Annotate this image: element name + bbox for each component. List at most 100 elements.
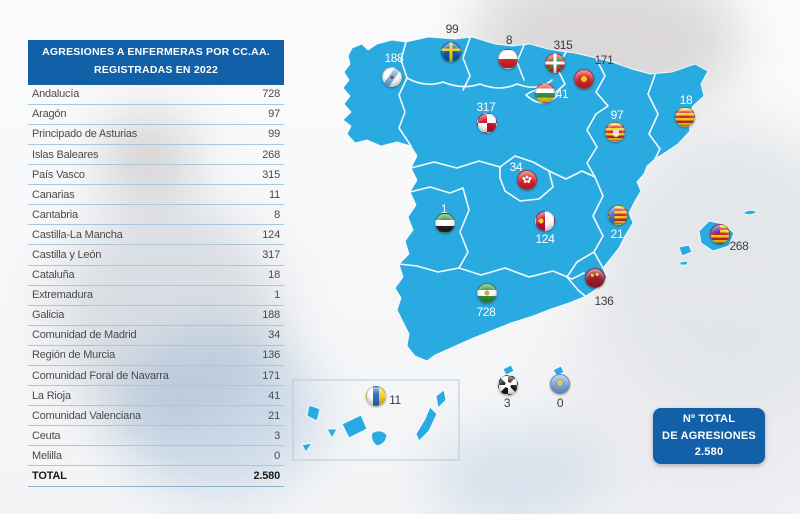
- region-name: Comunidad Valenciana: [32, 409, 141, 422]
- region-name: Comunidad Foral de Navarra: [32, 369, 169, 382]
- ceuta-shape: [502, 364, 515, 376]
- region-name: Galicia: [32, 309, 65, 322]
- region-name: Cataluña: [32, 269, 75, 282]
- marker-value: 97: [610, 108, 624, 122]
- region-value: 11: [268, 188, 280, 201]
- flag-extremadura-icon: [435, 213, 455, 233]
- background-photo-blob: [100, 110, 195, 205]
- flag-paisvasco-icon: [545, 53, 565, 73]
- table-row: Principado de Asturias 99: [28, 125, 284, 145]
- background-photo-blob: [115, 330, 320, 495]
- marker-value: 11: [389, 393, 401, 407]
- table-title-line2: REGISTRADAS EN 2022: [93, 63, 218, 76]
- region-name: País Vasco: [32, 168, 85, 181]
- table-row: Castilla y León 317: [28, 245, 284, 266]
- table-title-line1: AGRESIONES A ENFERMERAS POR CC.AA.: [42, 46, 270, 58]
- flag-andalucia-icon: [477, 283, 497, 303]
- region-value: 171: [262, 369, 280, 382]
- region-name: Principado de Asturias: [32, 128, 138, 141]
- marker-value: 99: [445, 22, 459, 36]
- table-total-row: TOTAL 2.580: [28, 466, 284, 487]
- region-name: Región de Murcia: [32, 349, 116, 362]
- marker-value: 8: [505, 33, 513, 47]
- marker-value: 3: [503, 396, 511, 410]
- table-row: Andalucía 728: [28, 85, 284, 105]
- region-value: 188: [262, 309, 280, 322]
- region-value: 124: [262, 228, 280, 241]
- flag-valenciana-icon: [608, 205, 628, 225]
- region-value: 34: [268, 329, 280, 342]
- region-name: Canarias: [32, 188, 75, 201]
- table-row: Ceuta 3: [28, 426, 284, 447]
- region-value: 317: [262, 248, 280, 261]
- table-row: Aragón 97: [28, 105, 284, 125]
- region-name: Castilla-La Mancha: [32, 228, 123, 241]
- table-row: Islas Baleares 268: [28, 145, 284, 166]
- region-value: 136: [262, 349, 280, 362]
- flag-castillayleon-icon: [477, 113, 497, 133]
- total-box-line2: DE AGRESIONES: [662, 429, 756, 442]
- total-box-line1: Nº TOTAL: [682, 413, 736, 426]
- region-value: 268: [262, 148, 280, 161]
- marker-value: 188: [384, 51, 404, 65]
- total-value: 2.580: [253, 470, 280, 483]
- marker-value: 136: [594, 294, 614, 308]
- region-value: 8: [274, 208, 280, 221]
- region-name: Comunidad de Madrid: [32, 329, 137, 342]
- marker-value: 171: [594, 53, 614, 67]
- marker-value: 268: [729, 239, 749, 253]
- table-row: La Rioja 41: [28, 386, 284, 407]
- canary-islands-shapes: [301, 389, 447, 453]
- table-row: País Vasco 315: [28, 165, 284, 186]
- canary-islands-box: [292, 379, 460, 461]
- region-name: Andalucía: [32, 88, 80, 101]
- table-row: Melilla 0: [28, 446, 284, 467]
- table-row: Castilla-La Mancha 124: [28, 225, 284, 246]
- region-name: Melilla: [32, 449, 62, 462]
- region-value: 3: [274, 429, 280, 442]
- flag-galicia-icon: [382, 67, 402, 87]
- table-row: Galicia 188: [28, 306, 284, 326]
- region-value: 1: [274, 289, 280, 302]
- region-name: Islas Baleares: [32, 148, 99, 161]
- region-value: 97: [268, 108, 280, 121]
- table-title: AGRESIONES A ENFERMERAS POR CC.AA. REGIS…: [28, 40, 284, 85]
- table-row: Extremadura 1: [28, 286, 284, 306]
- flag-larioja-icon: [535, 83, 555, 103]
- region-name: Aragón: [32, 108, 67, 121]
- total-box-value: 2.580: [694, 446, 724, 459]
- background-photo-blob: [550, 260, 800, 514]
- marker-value: 41: [555, 87, 569, 101]
- flag-baleares-icon: [710, 224, 730, 244]
- table-row: Región de Murcia 136: [28, 346, 284, 366]
- total-box: Nº TOTAL DE AGRESIONES 2.580: [653, 408, 765, 464]
- region-name: Cantabria: [32, 208, 78, 221]
- marker-value: 1: [440, 202, 448, 216]
- region-value: 21: [268, 409, 280, 422]
- table-row: Cantabria 8: [28, 205, 284, 226]
- region-value: 315: [262, 168, 280, 181]
- spain-mainland-shape: [342, 36, 709, 362]
- region-value: 99: [268, 128, 280, 141]
- data-table-panel: AGRESIONES A ENFERMERAS POR CC.AA. REGIS…: [28, 40, 284, 487]
- table-row: Cataluña 18: [28, 266, 284, 286]
- table-row: Comunidad de Madrid 34: [28, 326, 284, 346]
- total-label: TOTAL: [32, 470, 67, 483]
- region-borders: [398, 37, 661, 297]
- flag-cataluna-icon: [675, 107, 695, 127]
- marker-value: 0: [556, 396, 564, 410]
- marker-value: 18: [679, 93, 693, 107]
- flag-murcia-icon: [585, 268, 605, 288]
- flag-melilla-icon: [550, 374, 570, 394]
- flag-ceuta-icon: [498, 375, 518, 395]
- region-name: Ceuta: [32, 429, 61, 442]
- region-value: 0: [274, 449, 280, 462]
- region-value: 728: [262, 88, 280, 101]
- marker-value: 728: [476, 305, 496, 319]
- flag-asturias-icon: [441, 42, 461, 62]
- flag-cantabria-icon: [498, 49, 518, 69]
- flag-aragon-icon: [605, 122, 625, 142]
- background-photo-blob: [430, 430, 600, 514]
- marker-value: 315: [553, 38, 573, 52]
